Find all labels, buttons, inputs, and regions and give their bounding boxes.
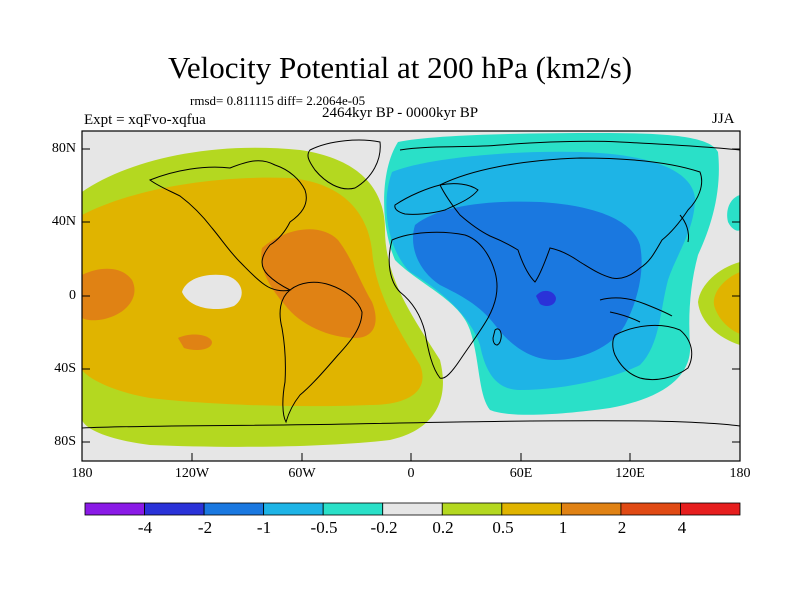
positive-region-1 — [261, 229, 376, 338]
colorbar-swatch — [263, 502, 324, 516]
colorbar-label: 0.5 — [492, 518, 514, 537]
negative-region-1 — [412, 201, 642, 360]
colorbar-label: 1 — [558, 518, 568, 537]
coastline-south-america — [279, 281, 363, 424]
page-title: Velocity Potential at 200 hPa (km2/s) — [167, 50, 633, 85]
negative-region-2 — [536, 290, 556, 306]
colorbar-swatch — [382, 502, 443, 516]
lat-label-0: 0 — [69, 288, 76, 303]
coastline-north-america — [148, 160, 307, 292]
lon-label-180w: 180 — [71, 466, 93, 481]
colorbar-label: 2 — [617, 518, 627, 537]
colorbar-label: 0.2 — [432, 518, 454, 537]
colorbar-swatch — [322, 502, 384, 516]
colorbar-swatch — [144, 502, 205, 516]
colorbar-swatch — [680, 502, 741, 516]
lon-label-60w: 60W — [288, 466, 316, 481]
colorbar-swatch — [203, 502, 265, 516]
positive-region-0.5 — [82, 177, 423, 407]
coastline-greenland — [307, 139, 381, 190]
coastline-australia — [612, 325, 693, 381]
coastline-europe — [394, 183, 479, 215]
period-label: 2464kyr BP - 0000kyr BP — [322, 105, 479, 121]
colorbar-label: -1 — [256, 518, 272, 537]
neutral-core — [182, 274, 242, 310]
coastlines — [82, 139, 740, 429]
coastline-africa — [388, 231, 498, 379]
coastline-japan — [679, 214, 689, 243]
coastline-madagascar — [492, 328, 502, 346]
coastline-indonesia — [599, 297, 673, 323]
lon-label-120w: 120W — [174, 466, 210, 481]
colorbar-swatch — [620, 502, 681, 516]
coastline-arctic — [399, 140, 740, 151]
colorbar-label: -2 — [197, 518, 213, 537]
lat-label-80s: 80S — [54, 434, 76, 449]
positive-region-1-west — [82, 268, 135, 321]
colorbar-label: 4 — [677, 518, 687, 537]
coastline-asia — [439, 157, 703, 283]
axis-ticks — [81, 148, 741, 461]
colorbar-label: -4 — [137, 518, 153, 537]
colorbar-swatch — [84, 502, 145, 516]
season-label: JJA — [712, 111, 735, 127]
colorbar-swatch — [501, 502, 562, 516]
lon-label-0: 0 — [407, 466, 415, 481]
lat-label-40n: 40N — [51, 214, 76, 229]
positive-region-0.5-east — [713, 272, 740, 334]
lat-label-40s: 40S — [54, 361, 76, 376]
colorbar-label: -0.5 — [310, 518, 338, 537]
contour-fields — [82, 131, 740, 461]
colorbar-label: -0.2 — [370, 518, 398, 537]
lon-label-180e: 180 — [729, 466, 751, 481]
lat-label-80n: 80N — [51, 141, 76, 156]
lon-label-60e: 60E — [509, 466, 533, 481]
stats-text: rmsd= 0.811115 diff= 2.2064e-05 — [190, 93, 366, 108]
experiment-label: Expt = xqFvo-xqfua — [84, 112, 206, 128]
coastline-antarctica — [82, 420, 740, 429]
colorbar-swatch — [560, 502, 622, 516]
positive-region-1-small — [178, 334, 212, 350]
colorbar-swatch — [441, 502, 503, 516]
lon-label-120e: 120E — [615, 466, 645, 481]
